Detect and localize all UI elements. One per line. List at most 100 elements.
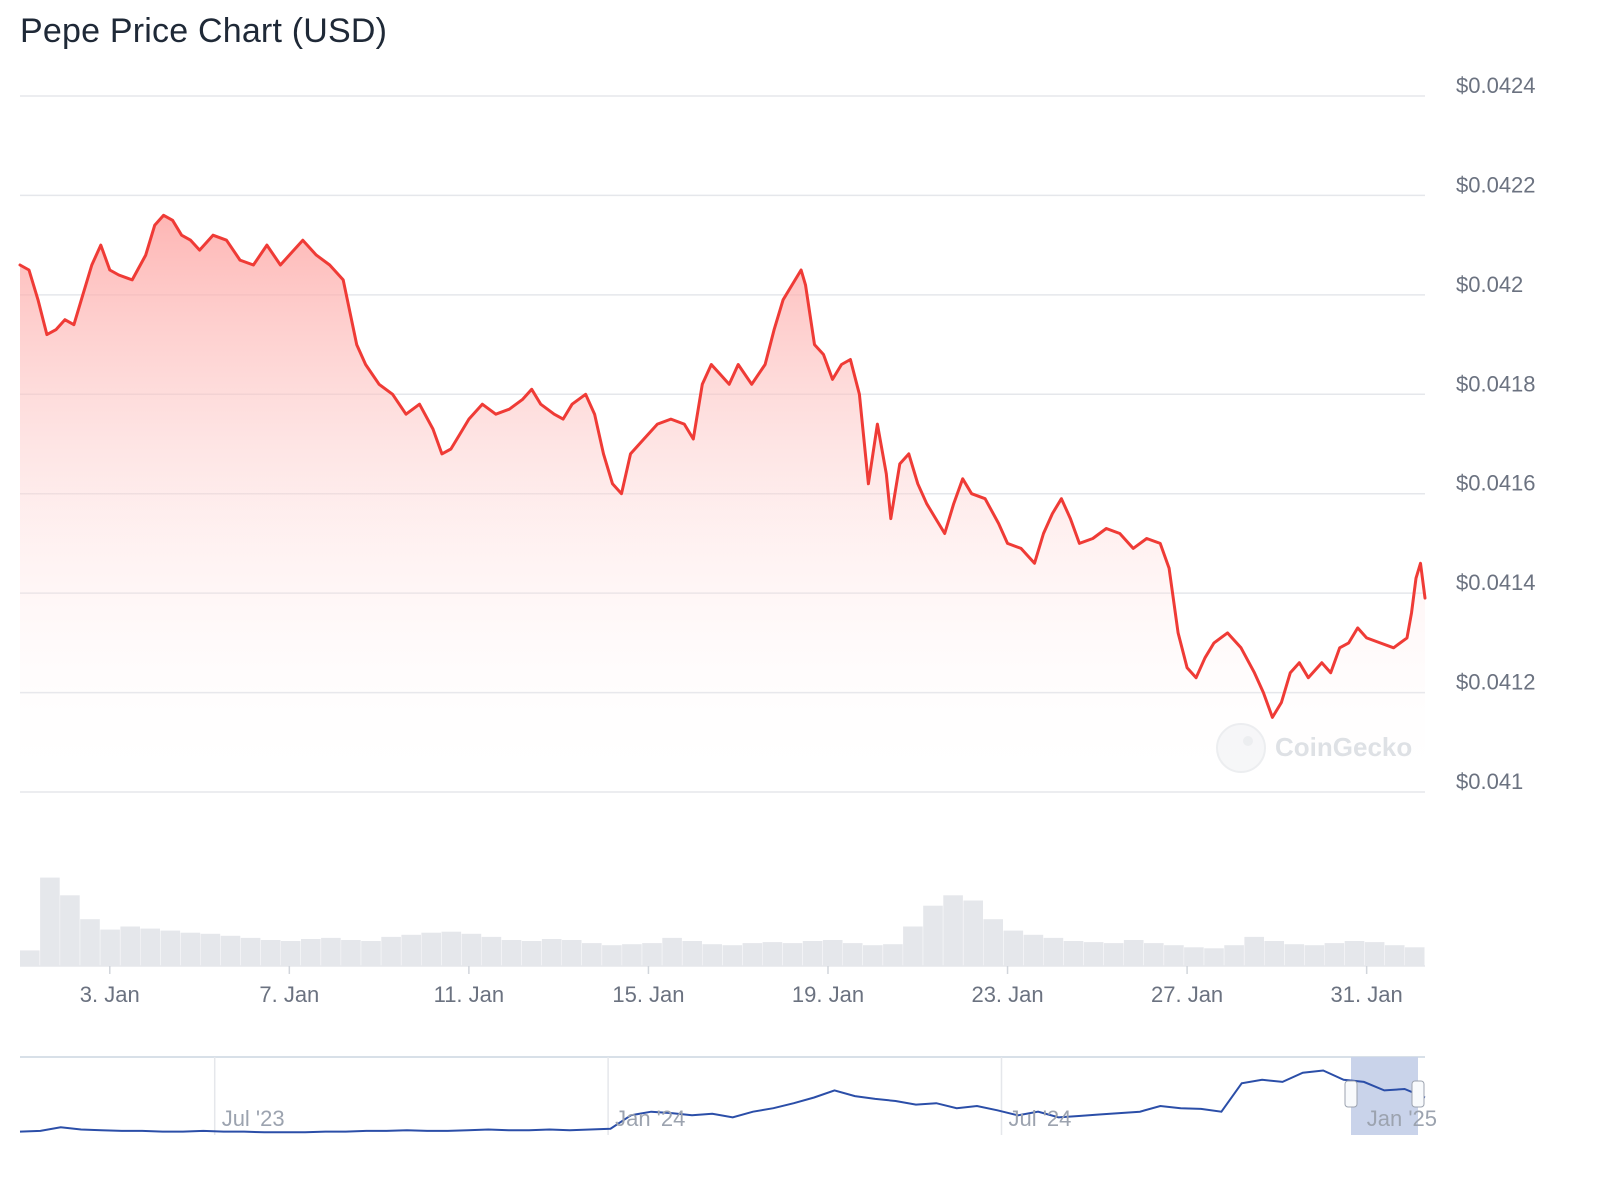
volume-bar (722, 945, 743, 966)
volume-bar (1324, 943, 1345, 966)
navigator-handle-left[interactable] (1344, 1080, 1358, 1108)
y-tick-label: $0.0424 (1456, 73, 1536, 98)
volume-bar (1224, 945, 1244, 966)
y-tick-label: $0.042 (1456, 272, 1523, 297)
x-tick-label: 27. Jan (1151, 982, 1223, 1007)
volume-bar (561, 940, 582, 966)
gecko-eye-icon (1243, 736, 1253, 746)
price-area (20, 215, 1425, 793)
x-tick-label: 19. Jan (792, 982, 864, 1007)
volume-bar (1144, 943, 1164, 966)
volume-bar (1043, 937, 1064, 966)
volume-bar (642, 943, 662, 966)
volume-bar (1103, 943, 1124, 966)
volume-bar (321, 937, 341, 966)
volume-bar (100, 929, 120, 966)
volume-bar (80, 919, 100, 966)
volume-bar (301, 939, 321, 966)
volume-bar (983, 919, 1003, 966)
y-tick-label: $0.0412 (1456, 670, 1536, 695)
navigator-label: Jul '23 (222, 1106, 285, 1131)
volume-bar (1264, 941, 1284, 966)
y-tick-label: $0.0418 (1456, 371, 1536, 396)
price-line (18, 213, 1427, 719)
volume-bar (1404, 947, 1425, 966)
y-tick-label: $0.0416 (1456, 471, 1536, 496)
volume-bar (1284, 944, 1305, 966)
volume-bar (782, 943, 803, 966)
volume-bar (903, 926, 923, 966)
navigator-selection[interactable] (1351, 1057, 1418, 1135)
volume-bar (802, 941, 823, 966)
navigator-handle-right[interactable] (1411, 1080, 1425, 1108)
volume-bar (501, 940, 522, 966)
volume-bar (863, 945, 883, 966)
volume-bar (541, 939, 562, 966)
volume-bar (1083, 942, 1104, 966)
volume-bar (883, 944, 903, 966)
volume-bar (160, 930, 181, 966)
volume-bar (401, 934, 421, 966)
volume-bar (1364, 942, 1385, 966)
volume-bar (20, 950, 40, 966)
volume-bar (1184, 947, 1204, 966)
volume-bar (702, 944, 722, 966)
volume-bar (622, 944, 642, 966)
volume-bar (481, 936, 502, 966)
volume-bar (1023, 934, 1044, 966)
volume-bar (60, 895, 80, 966)
volume-bar (260, 940, 281, 966)
volume-bar (1164, 945, 1184, 966)
volume-bars (20, 877, 1425, 966)
volume-bar (1123, 940, 1144, 966)
volume-bar (280, 941, 301, 966)
watermark-text: CoinGecko (1275, 732, 1412, 762)
volume-bar (180, 932, 201, 966)
x-tick-label: 7. Jan (259, 982, 319, 1007)
volume-bar (361, 941, 381, 966)
volume-bar (822, 940, 843, 966)
navigator-line (19, 1069, 1426, 1134)
x-tick-label: 23. Jan (971, 982, 1043, 1007)
navigator-label: Jan '25 (1367, 1106, 1437, 1131)
volume-bar (220, 935, 241, 966)
volume-bar (200, 933, 221, 966)
volume-bar (1244, 936, 1264, 966)
navigator-label: Jan '24 (615, 1106, 685, 1131)
volume-bar (140, 928, 160, 966)
x-tick-label: 31. Jan (1331, 982, 1403, 1007)
volume-bar (1003, 930, 1024, 966)
volume-bar (842, 943, 863, 966)
volume-bar (381, 936, 401, 966)
volume-bar (1063, 941, 1084, 966)
y-tick-label: $0.0422 (1456, 172, 1536, 197)
volume-bar (1344, 941, 1365, 966)
volume-bar (461, 933, 482, 966)
volume-bar (963, 900, 983, 966)
y-tick-label: $0.041 (1456, 769, 1523, 794)
x-tick-label: 15. Jan (612, 982, 684, 1007)
volume-bar (742, 943, 763, 966)
volume-bar (240, 937, 261, 966)
y-tick-label: $0.0414 (1456, 570, 1536, 595)
volume-bar (1384, 945, 1405, 966)
x-tick-label: 11. Jan (434, 982, 505, 1007)
volume-bar (1204, 948, 1224, 966)
navigator[interactable]: Jul '23 Jan '24 Jul '24 Jan '25 (19, 1056, 1437, 1135)
volume-bar (1304, 945, 1325, 966)
volume-bar (341, 940, 361, 966)
volume-bar (582, 943, 602, 966)
volume-bar (602, 945, 622, 966)
coingecko-watermark: CoinGecko (1216, 723, 1412, 773)
x-tick-label: 3. Jan (80, 982, 140, 1007)
gecko-logo-icon (1216, 723, 1266, 773)
volume-bar (762, 942, 783, 966)
volume-bar (662, 937, 682, 966)
volume-bar (521, 941, 542, 966)
volume-bar (40, 877, 60, 966)
navigator-label: Jul '24 (1009, 1106, 1072, 1131)
volume-bar (441, 931, 462, 966)
volume-bar (943, 895, 963, 966)
chart-title: Pepe Price Chart (USD) (20, 12, 388, 50)
volume-bar (682, 941, 702, 966)
